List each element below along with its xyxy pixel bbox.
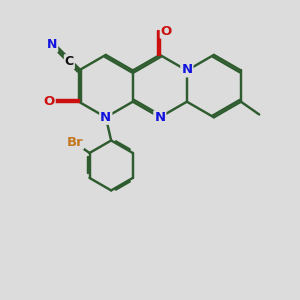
- Text: N: N: [100, 111, 111, 124]
- Text: C: C: [65, 55, 74, 68]
- Text: Br: Br: [66, 136, 83, 148]
- Text: N: N: [181, 63, 192, 76]
- Text: N: N: [47, 38, 57, 52]
- Text: O: O: [44, 95, 55, 108]
- Text: N: N: [154, 111, 165, 124]
- Text: O: O: [161, 25, 172, 38]
